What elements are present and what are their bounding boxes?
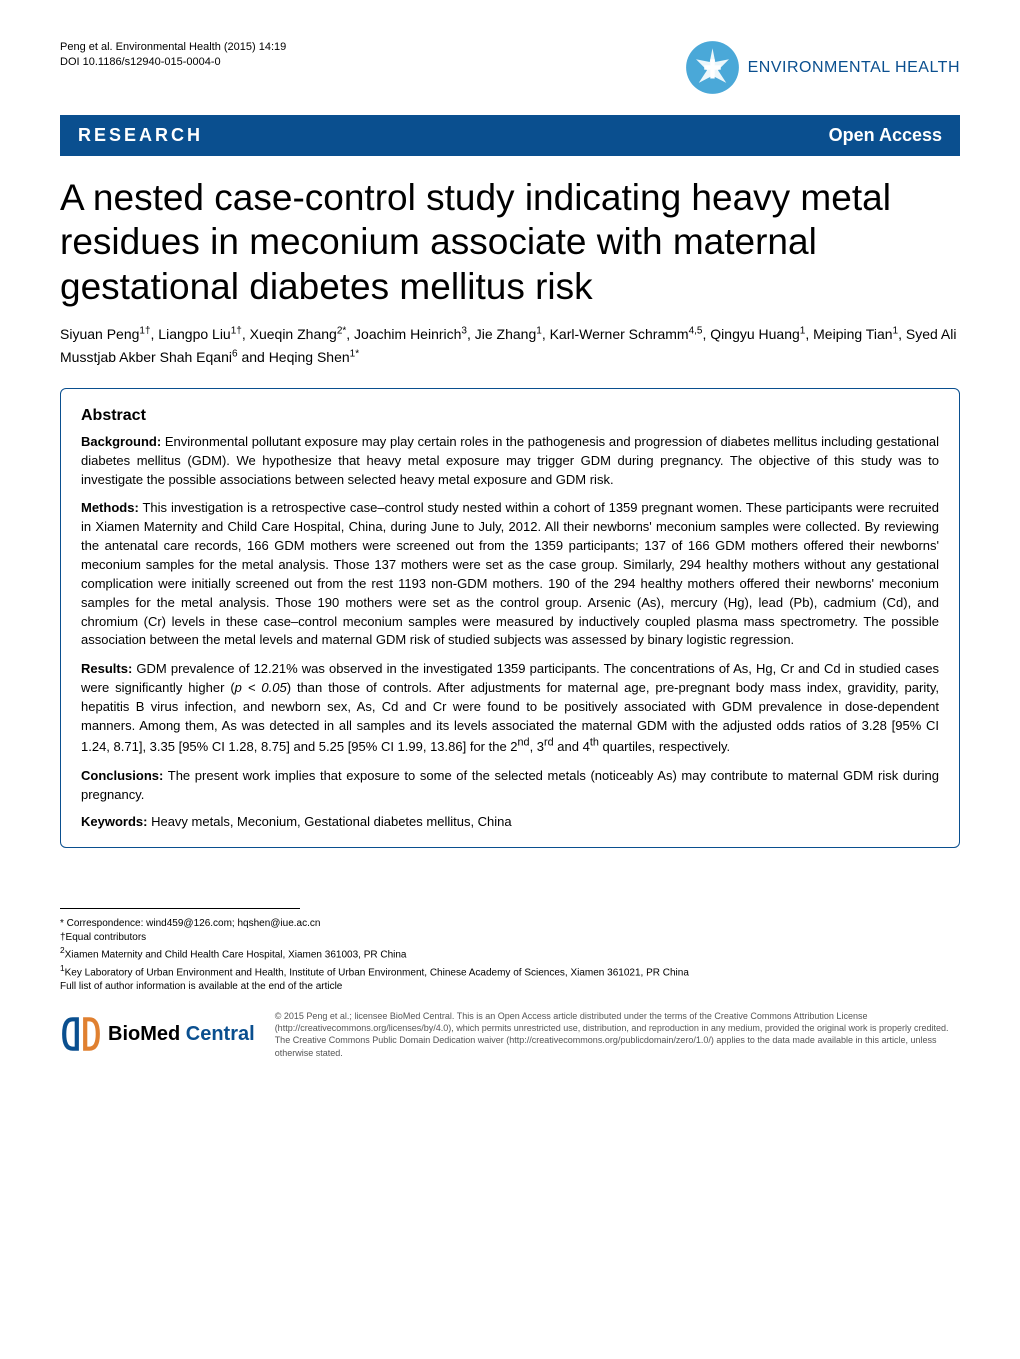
article-type: RESEARCH [78,125,203,146]
abstract-heading: Abstract [81,407,939,425]
keywords-text: Heavy metals, Meconium, Gestational diab… [147,814,511,829]
bmc-logo-block: BioMed Central [60,1013,255,1055]
bmc-text: BioMed Central [108,1023,255,1046]
bmc-logo-icon [60,1013,102,1055]
journal-logo: ENVIRONMENTAL HEALTH [685,40,960,95]
open-access-label: Open Access [829,125,942,146]
abstract-results: Results: GDM prevalence of 12.21% was ob… [81,660,939,757]
bmc-central: Central [180,1023,254,1045]
citation-text: Peng et al. Environmental Health (2015) … [60,40,286,55]
article-type-banner: RESEARCH Open Access [60,115,960,156]
methods-label: Methods: [81,500,139,515]
correspondence-line3: 2Xiamen Maternity and Child Health Care … [60,945,960,962]
results-text: GDM prevalence of 12.21% was observed in… [81,661,939,754]
abstract-background: Background: Environmental pollutant expo… [81,433,939,490]
correspondence-line4: 1Key Laboratory of Urban Environment and… [60,963,960,980]
keywords-label: Keywords: [81,814,147,829]
footer-row: BioMed Central © 2015 Peng et al.; licen… [60,1010,960,1059]
results-label: Results: [81,661,132,676]
header-journal: ENVIRONMENTAL HEALTH [685,40,960,95]
footer-divider [60,908,300,909]
authors-list: Siyuan Peng1†, Liangpo Liu1†, Xueqin Zha… [60,323,960,368]
header-row: Peng et al. Environmental Health (2015) … [60,40,960,95]
background-label: Background: [81,434,161,449]
page-container: Peng et al. Environmental Health (2015) … [0,0,1020,1089]
doi-text: DOI 10.1186/s12940-015-0004-0 [60,55,286,70]
license-text: © 2015 Peng et al.; licensee BioMed Cent… [275,1010,960,1059]
conclusions-text: The present work implies that exposure t… [81,768,939,802]
correspondence-line5: Full list of author information is avail… [60,980,960,994]
methods-text: This investigation is a retrospective ca… [81,500,939,647]
keywords: Keywords: Heavy metals, Meconium, Gestat… [81,814,939,829]
correspondence-line2: †Equal contributors [60,931,960,945]
background-text: Environmental pollutant exposure may pla… [81,434,939,487]
correspondence-line1: * Correspondence: wind459@126.com; hqshe… [60,917,960,931]
article-title: A nested case-control study indicating h… [60,176,960,309]
correspondence-block: * Correspondence: wind459@126.com; hqshe… [60,917,960,994]
journal-name: ENVIRONMENTAL HEALTH [748,59,960,77]
abstract-box: Abstract Background: Environmental pollu… [60,388,960,849]
header-citation: Peng et al. Environmental Health (2015) … [60,40,286,71]
bmc-bio: BioMed [108,1023,180,1045]
conclusions-label: Conclusions: [81,768,163,783]
abstract-methods: Methods: This investigation is a retrosp… [81,499,939,650]
journal-logo-icon [685,40,740,95]
abstract-conclusions: Conclusions: The present work implies th… [81,767,939,805]
